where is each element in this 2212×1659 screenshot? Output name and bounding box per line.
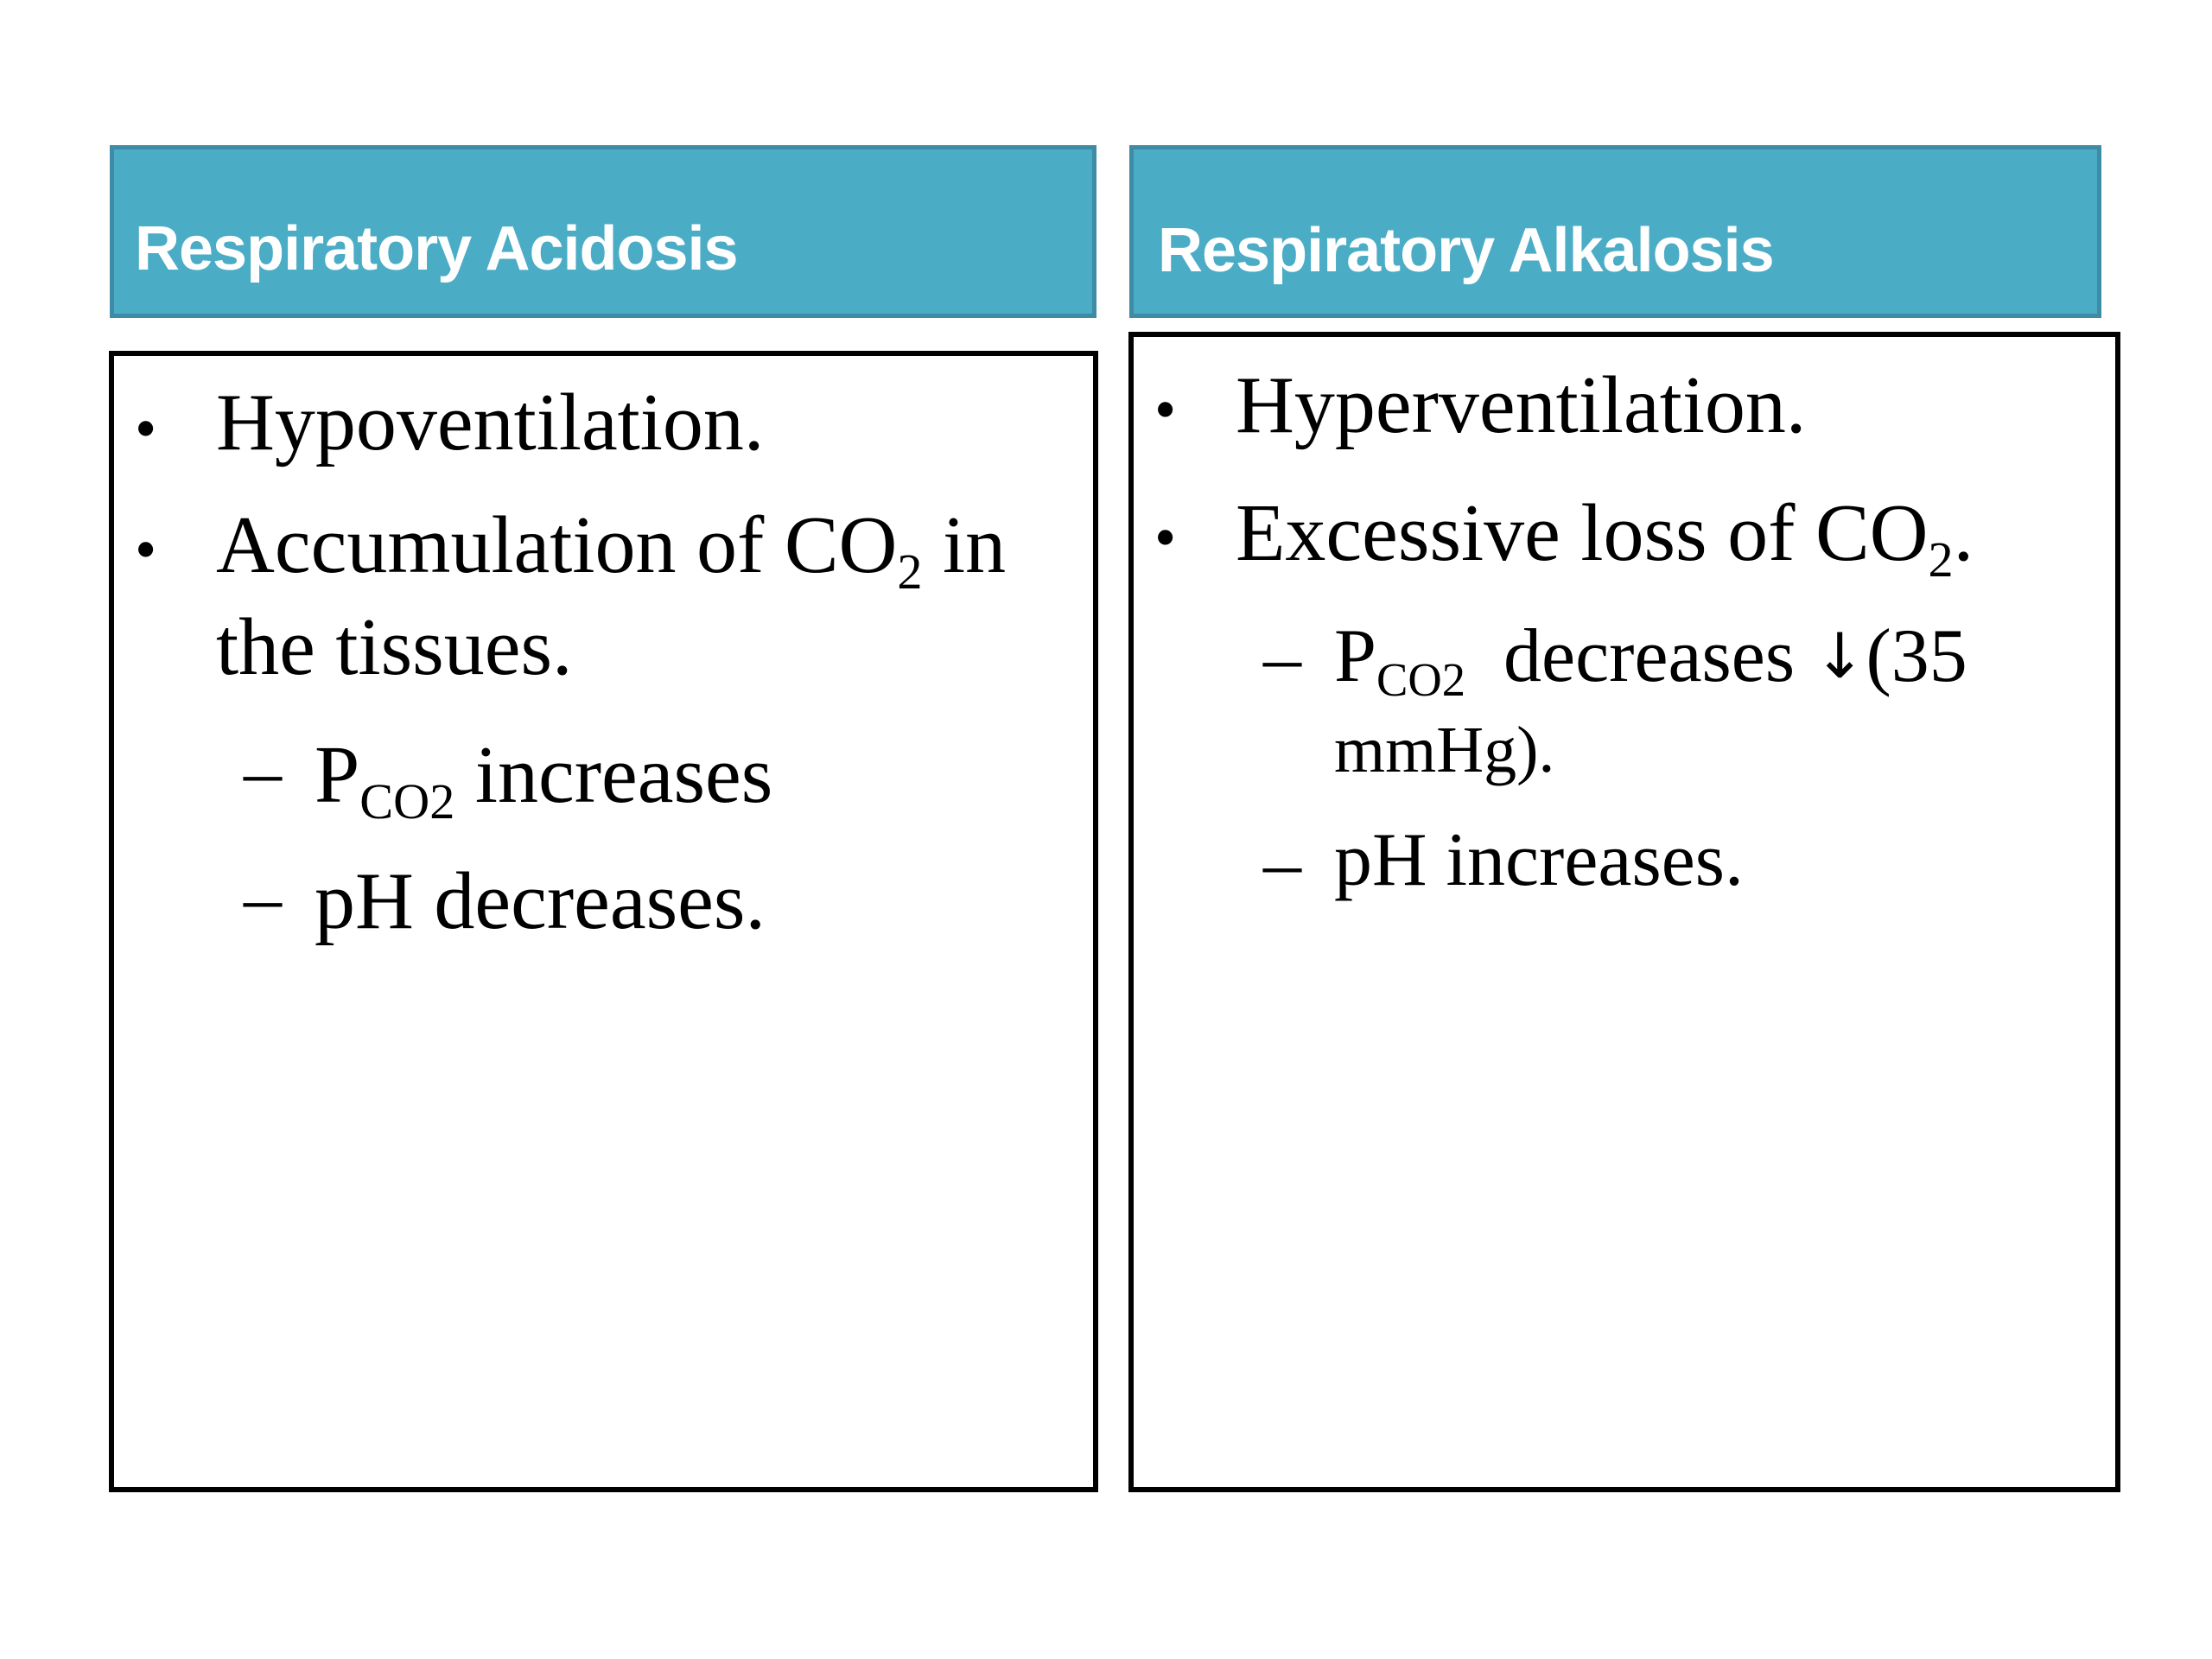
acidosis-header-title: Respiratory Acidosis [135,214,739,283]
bullet-dot: • [1154,375,1177,444]
acidosis-subbullet-2: pH decreases. [315,856,766,946]
bullet-dot: • [1154,503,1177,572]
dash-marker: – [1263,616,1301,700]
acidosis-bullet-1: Hypoventilation. [216,378,765,467]
bullet-dot: • [135,515,157,584]
acidosis-bullet-2-continued: the tissues. [216,602,573,692]
alkalosis-subbullet-1: PCO2 decreases ↓(35 [1334,614,1967,707]
alkalosis-header: Respiratory Alkalosis [1129,145,2101,318]
acidosis-header: Respiratory Acidosis [110,145,1096,318]
alkalosis-bullet-1: Hyperventilation. [1236,360,1807,450]
dash-marker: – [244,730,282,814]
acidosis-subbullet-1: PCO2 increases [315,730,773,830]
down-arrow-icon: ↓ [1814,620,1866,692]
bullet-dot: • [135,394,157,463]
alkalosis-header-title: Respiratory Alkalosis [1158,216,1775,285]
acidosis-bullet-2: Accumulation of CO2 in [216,500,1007,600]
alkalosis-bullet-2: Excessive loss of CO2. [1236,488,1974,588]
dash-marker: – [1263,822,1301,906]
alkalosis-content-box: • Hyperventilation. • Excessive loss of … [1128,332,2120,1492]
alkalosis-subbullet-1-continued: mmHg). [1334,714,1555,786]
acidosis-content-box: • Hypoventilation. • Accumulation of CO2… [109,351,1098,1492]
dash-marker: – [244,856,282,940]
alkalosis-subbullet-2: pH increases. [1334,818,1745,902]
